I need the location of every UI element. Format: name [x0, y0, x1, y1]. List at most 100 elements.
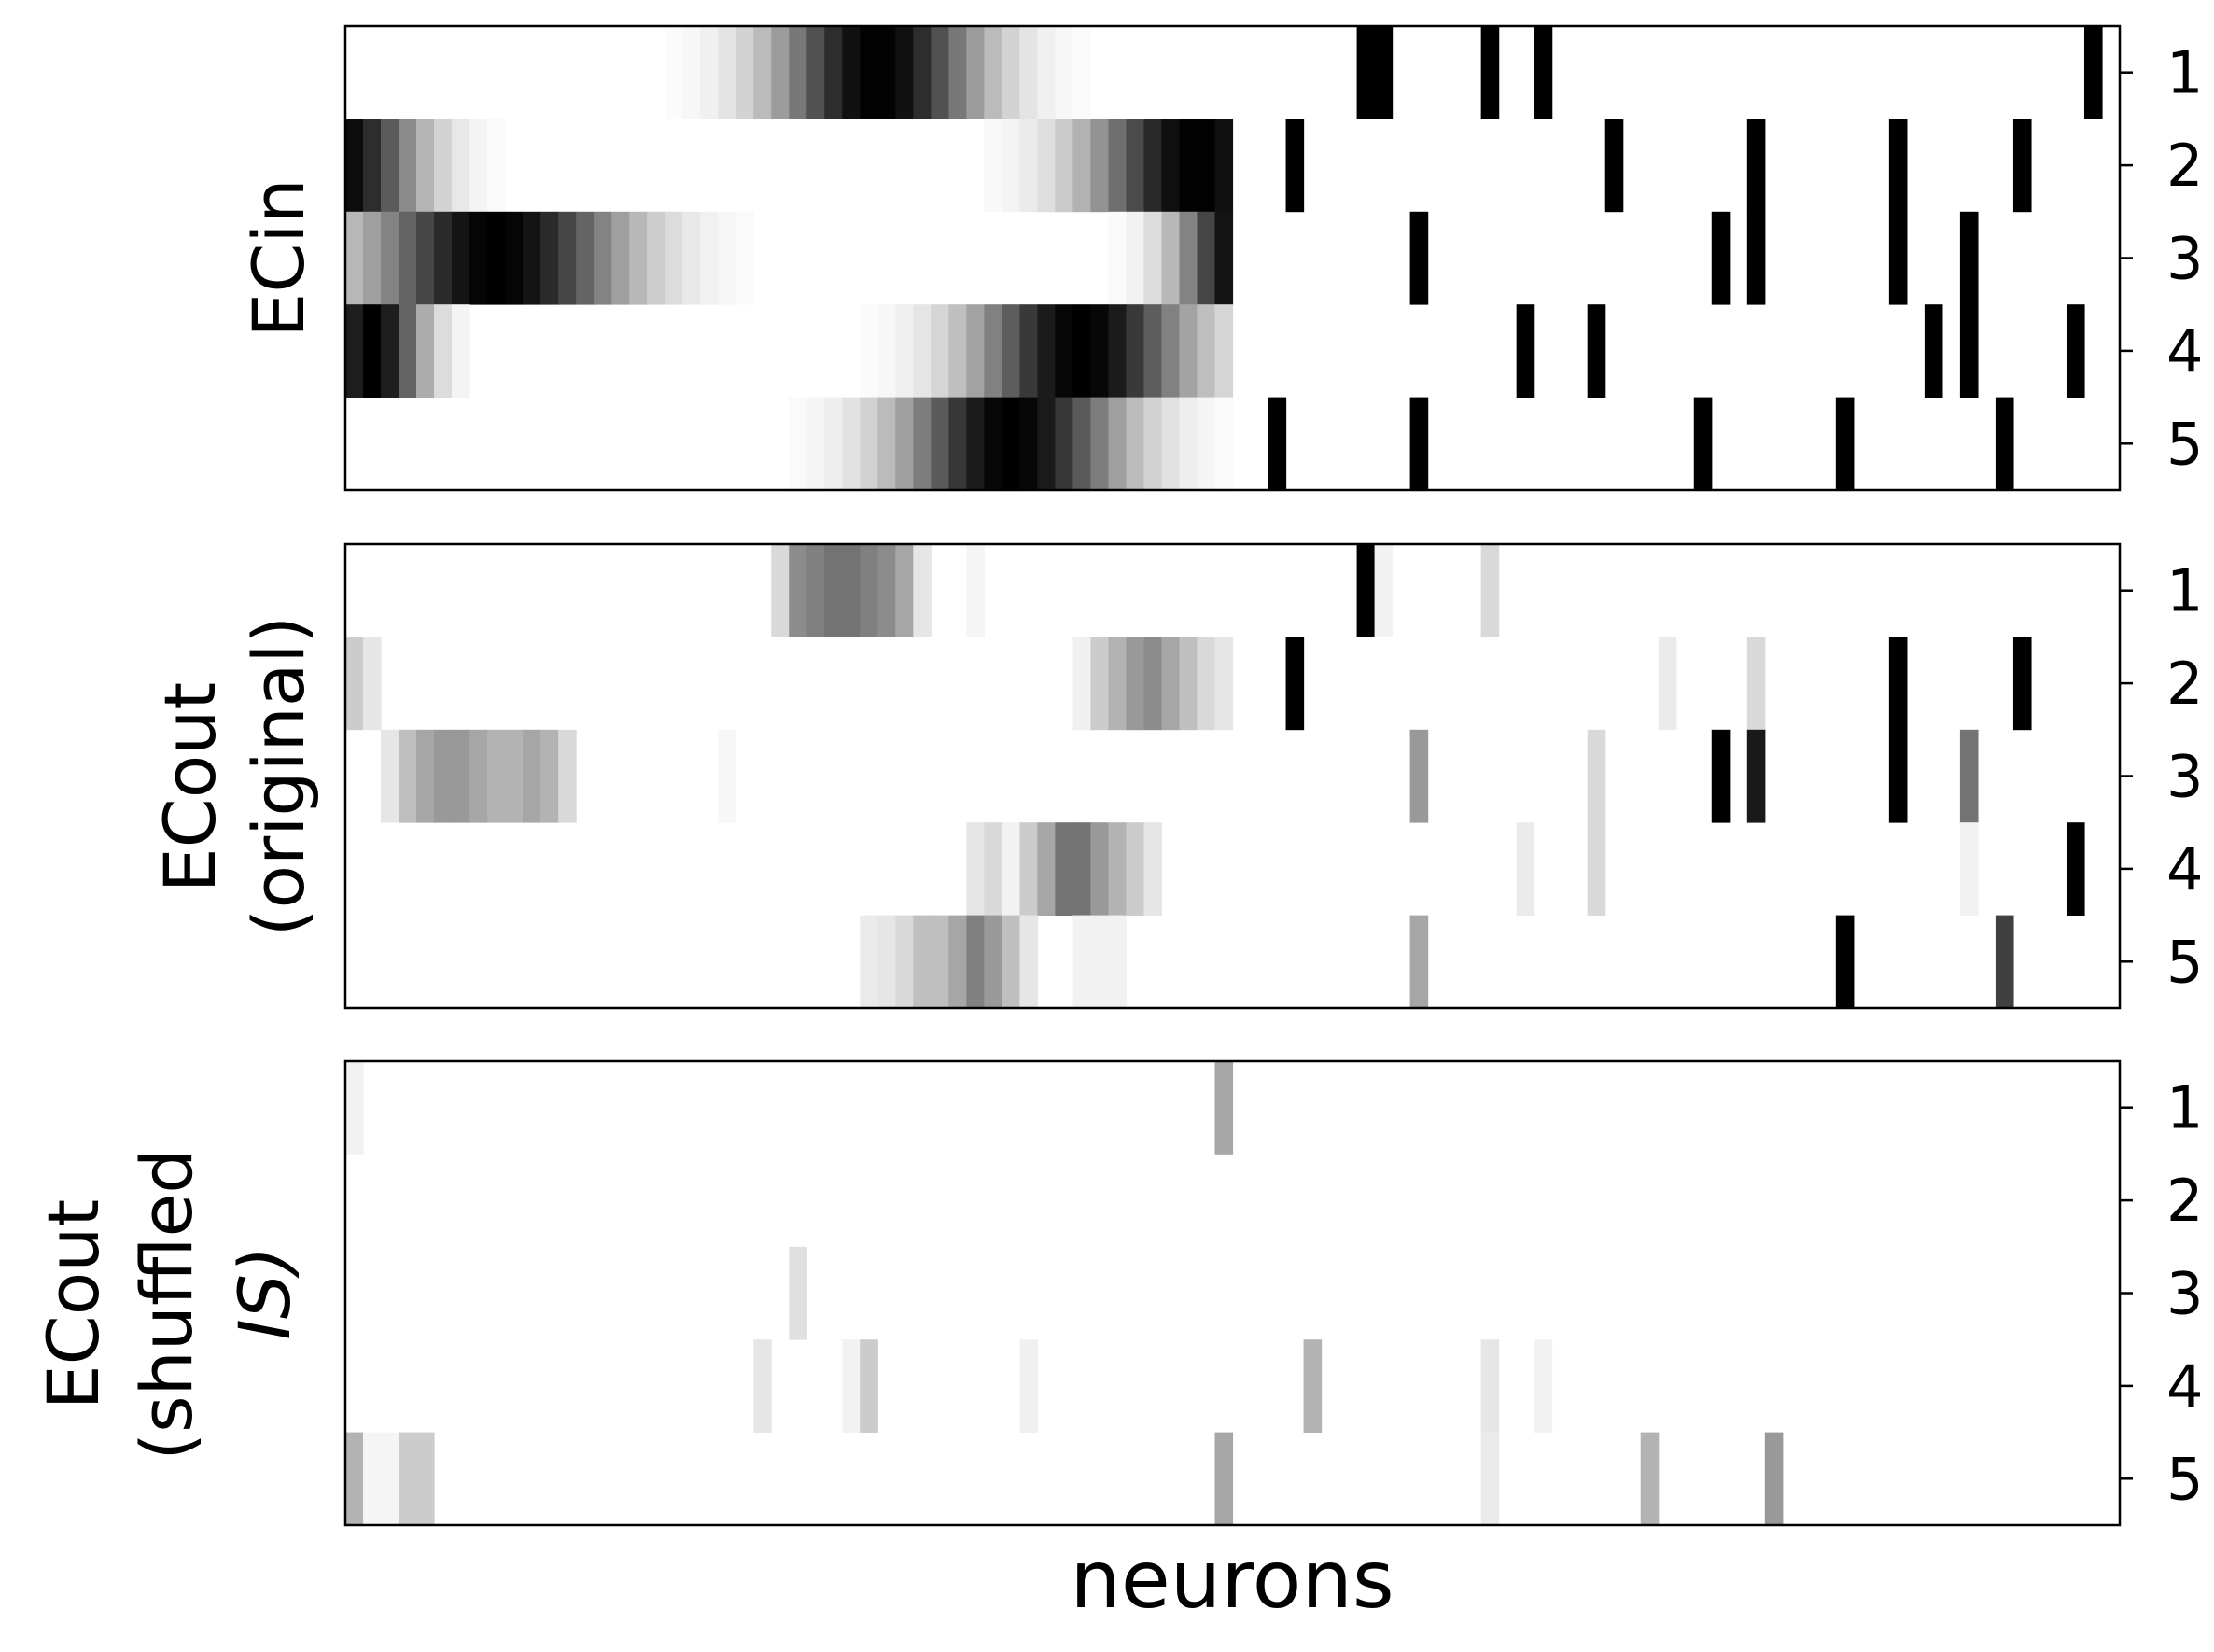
heatmap-cell [1055, 304, 1074, 398]
heatmap-cell [1108, 637, 1128, 731]
heatmap-cell [487, 119, 506, 213]
heatmap-cell [487, 211, 506, 305]
heatmap-cell [381, 211, 399, 305]
heatmap-cell [1161, 397, 1181, 491]
heatmap-cell [860, 26, 878, 119]
heatmap-cell [682, 211, 701, 305]
heatmap-cell [1658, 637, 1677, 731]
heatmap-cell [505, 729, 524, 823]
heatmap-cell [1356, 26, 1376, 119]
heatmap-cell [1055, 397, 1074, 491]
heatmap-cell [984, 119, 1002, 213]
heatmap-cell [789, 26, 807, 119]
heatmap-cell [860, 915, 878, 1009]
heatmap-cell [1214, 397, 1234, 491]
panel-ecin: 1 2 3 4 5 ECin [237, 24, 2203, 492]
y-axis-label: ECout (original) [148, 616, 320, 936]
heatmap-cell [1179, 211, 1198, 305]
heatmap-cell [913, 26, 932, 119]
panel-ecout-shuffled: 1 2 3 4 5 ECout (shuffled IS) [32, 1059, 2203, 1527]
heatmap-cell [1179, 119, 1198, 213]
row-tick-label: 2 [2166, 650, 2203, 718]
heatmap-cell [1143, 822, 1163, 916]
heatmap-cell [523, 729, 541, 823]
heatmap-cell [931, 304, 949, 398]
heatmap-cell [1409, 397, 1429, 491]
heatmap-cell [2012, 119, 2032, 213]
y-axis-label-line: IS) [223, 1246, 306, 1339]
heatmap-cell [966, 304, 985, 398]
row-tick-label: 3 [2166, 225, 2203, 293]
heatmap-cell [842, 1339, 861, 1433]
heatmap-cell [860, 1339, 878, 1433]
heatmap-cell [984, 915, 1002, 1009]
heatmap-cell [718, 26, 736, 119]
heatmap-cell [984, 304, 1002, 398]
panel-ecout-original: 1 2 3 4 5 ECout (original) [148, 542, 2203, 1010]
heatmap-cell [736, 211, 754, 305]
heatmap-cell [824, 397, 843, 491]
heatmap-cell [1090, 119, 1110, 213]
heatmap-cell [718, 211, 736, 305]
heatmap-cell [1409, 729, 1429, 823]
heatmap-cell [1534, 1339, 1553, 1433]
heatmap-cell [363, 1432, 382, 1526]
heatmap-cell [381, 729, 399, 823]
row-tick-label: 3 [2166, 1260, 2203, 1328]
heatmap-cell [452, 119, 470, 213]
heatmap-cell [434, 119, 453, 213]
heatmap-cell [576, 211, 595, 305]
heatmap-cell [1959, 822, 1979, 916]
heatmap-cell [1019, 915, 1038, 1009]
heatmap-cell [1143, 304, 1163, 398]
heatmap-cell [558, 211, 577, 305]
heatmap-cell [1072, 915, 1092, 1009]
row-tick-label: 5 [2166, 928, 2203, 996]
heatmap-cell [984, 822, 1002, 916]
heatmap-cell [1126, 637, 1145, 731]
heatmap-cell [1002, 26, 1020, 119]
heatmap-cell [682, 26, 701, 119]
heatmap-cell [1197, 637, 1216, 731]
heatmap-cell [806, 397, 825, 491]
heatmap-cell [363, 119, 382, 213]
y-axis-label-line: (original) [237, 616, 320, 936]
heatmap-cell [789, 397, 807, 491]
heatmap-cell [1143, 637, 1163, 731]
heatmap-cell [1409, 915, 1429, 1009]
heatmap-cell [1126, 211, 1145, 305]
heatmap-cell [345, 1061, 364, 1155]
heatmap-cell [1019, 119, 1038, 213]
row-ticks: 1 2 3 4 5 [2120, 557, 2203, 996]
heatmap-cell [363, 637, 382, 731]
heatmap-cell [1640, 1432, 1660, 1526]
heatmap-cell [842, 544, 861, 637]
heatmap-cell [1534, 26, 1553, 119]
heatmap-cell [966, 915, 985, 1009]
heatmap-cell [966, 26, 985, 119]
heatmap-cell [1179, 637, 1198, 731]
heatmap-cell [540, 729, 559, 823]
row-tick-label: 1 [2166, 39, 2203, 107]
heatmap-cell [931, 26, 949, 119]
heatmap-cell [1693, 397, 1713, 491]
heatmap-cell [1285, 637, 1305, 731]
heatmap-cell [860, 544, 878, 637]
heatmap-cell [434, 729, 453, 823]
heatmap-cell [1285, 119, 1305, 213]
heatmap-cell [2066, 822, 2085, 916]
heatmap-cell [1002, 915, 1020, 1009]
heatmap-cell [913, 915, 932, 1009]
heatmap-cell [931, 915, 949, 1009]
row-tick-label: 3 [2166, 743, 2203, 811]
heatmap-cell [966, 544, 985, 637]
heatmap-cell [1019, 1339, 1038, 1433]
heatmap-cell [1924, 304, 1943, 398]
heatmap-cell [1090, 822, 1110, 916]
heatmap-cell [1480, 1432, 1500, 1526]
heatmap-cell [1090, 397, 1110, 491]
heatmap-cell [1888, 119, 1908, 213]
y-axis-label-line: ECout [148, 682, 231, 893]
heatmap-cell [345, 119, 364, 213]
heatmap-cell [1480, 26, 1500, 119]
